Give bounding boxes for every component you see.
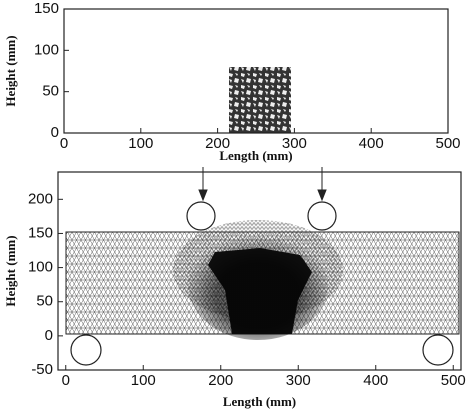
x-tick-label: 100: [131, 372, 156, 389]
x-tick-label: 0: [62, 372, 70, 389]
x-tick-label: 200: [208, 372, 233, 389]
x-tick-label: 200: [205, 135, 230, 152]
y-tick-label: 50: [36, 293, 53, 310]
y-tick-label: 150: [28, 224, 53, 241]
y-tick-label: -50: [31, 361, 53, 378]
y-tick-label: 0: [51, 124, 59, 141]
x-tick-label: 500: [435, 135, 460, 152]
y-tick-label: 200: [28, 190, 53, 207]
y-tick-label: 50: [42, 83, 59, 100]
x-tick-label: 500: [441, 372, 466, 389]
aggregate-region: [229, 67, 291, 133]
supports: [70, 201, 454, 366]
x-axis-label: Length (mm): [223, 394, 296, 409]
y-tick-label: 0: [45, 327, 53, 344]
plot-frame: [63, 8, 449, 134]
x-tick-label: 300: [282, 135, 307, 152]
y-axis-label: Height (mm): [3, 235, 18, 306]
plot-frame: [57, 171, 462, 371]
mesh-beam: [65, 220, 460, 340]
y-axis-label: Height (mm): [3, 35, 18, 106]
x-tick-label: 300: [286, 372, 311, 389]
y-tick-label: 100: [28, 259, 53, 276]
x-tick-label: 100: [128, 135, 153, 152]
x-tick-label: 400: [359, 135, 384, 152]
x-axis-label: Length (mm): [219, 148, 292, 163]
y-tick-label: 150: [34, 0, 59, 17]
y-tick-label: 100: [34, 41, 59, 58]
x-tick-label: 0: [60, 135, 68, 152]
x-tick-label: 400: [363, 372, 388, 389]
